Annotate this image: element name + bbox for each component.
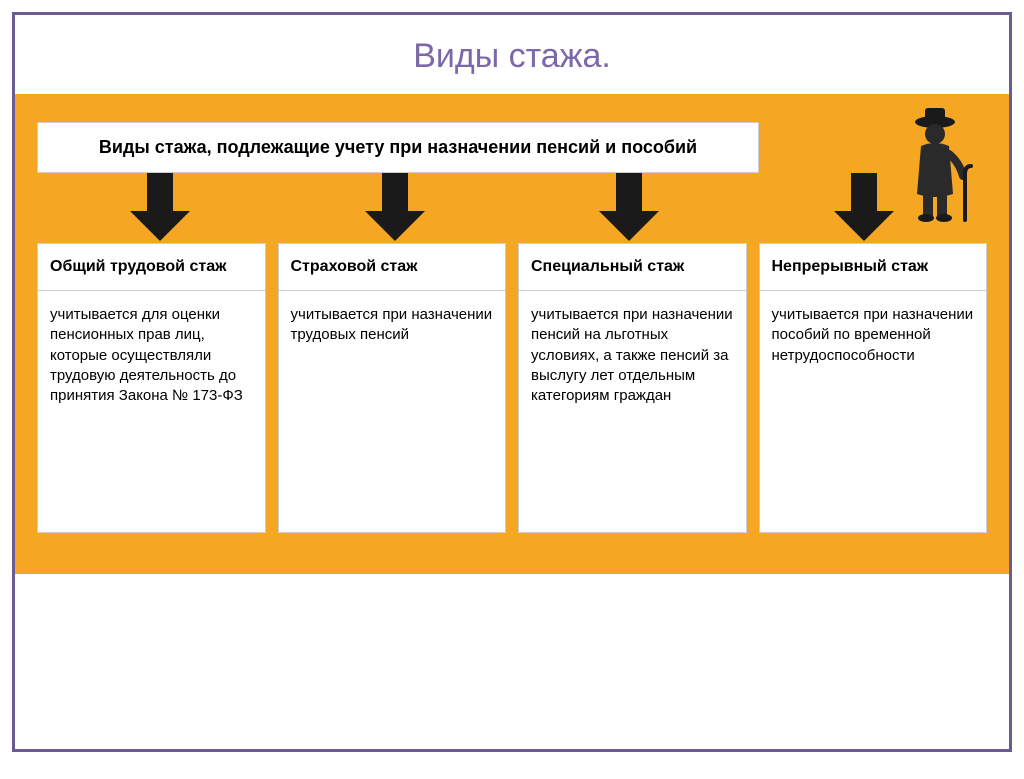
card-special-seniority: Специальный стаж учитывается при назначе… bbox=[518, 243, 747, 533]
card-title: Общий трудовой стаж bbox=[38, 244, 265, 291]
card-title: Страховой стаж bbox=[279, 244, 506, 291]
diagram-header: Виды стажа, подлежащие учету при назначе… bbox=[37, 122, 759, 173]
card-general-seniority: Общий трудовой стаж учитывается для оцен… bbox=[37, 243, 266, 533]
card-body: учитывается при назна­чении трудовых пен… bbox=[279, 291, 506, 360]
arrow-holder bbox=[43, 173, 278, 243]
card-continuous-seniority: Непрерывный стаж учитывается при назначе… bbox=[759, 243, 988, 533]
arrows-row bbox=[37, 173, 987, 243]
slide-title: Виды стажа. bbox=[15, 15, 1009, 94]
card-body: учитывается при назначении пенсий на льг… bbox=[519, 291, 746, 420]
arrow-down-icon bbox=[365, 173, 425, 243]
arrow-down-icon bbox=[599, 173, 659, 243]
diagram-panel: Виды стажа, подлежащие учету при назначе… bbox=[15, 94, 1009, 574]
card-body: учитывается для оценки пенсионных прав л… bbox=[38, 291, 265, 420]
card-insurance-seniority: Страховой стаж учитывается при назна­чен… bbox=[278, 243, 507, 533]
cards-row: Общий трудовой стаж учитывается для оцен… bbox=[37, 243, 987, 533]
card-body: учитывается при назначении пособий по вр… bbox=[760, 291, 987, 380]
arrow-down-icon bbox=[834, 173, 894, 243]
card-title: Специальный стаж bbox=[519, 244, 746, 291]
arrow-holder bbox=[512, 173, 747, 243]
card-title: Непрерывный стаж bbox=[760, 244, 987, 291]
elderly-man-icon bbox=[901, 104, 979, 227]
arrow-down-icon bbox=[130, 173, 190, 243]
arrow-holder bbox=[278, 173, 513, 243]
slide-frame: Виды стажа. Виды стажа, подлежащие учету… bbox=[12, 12, 1012, 752]
